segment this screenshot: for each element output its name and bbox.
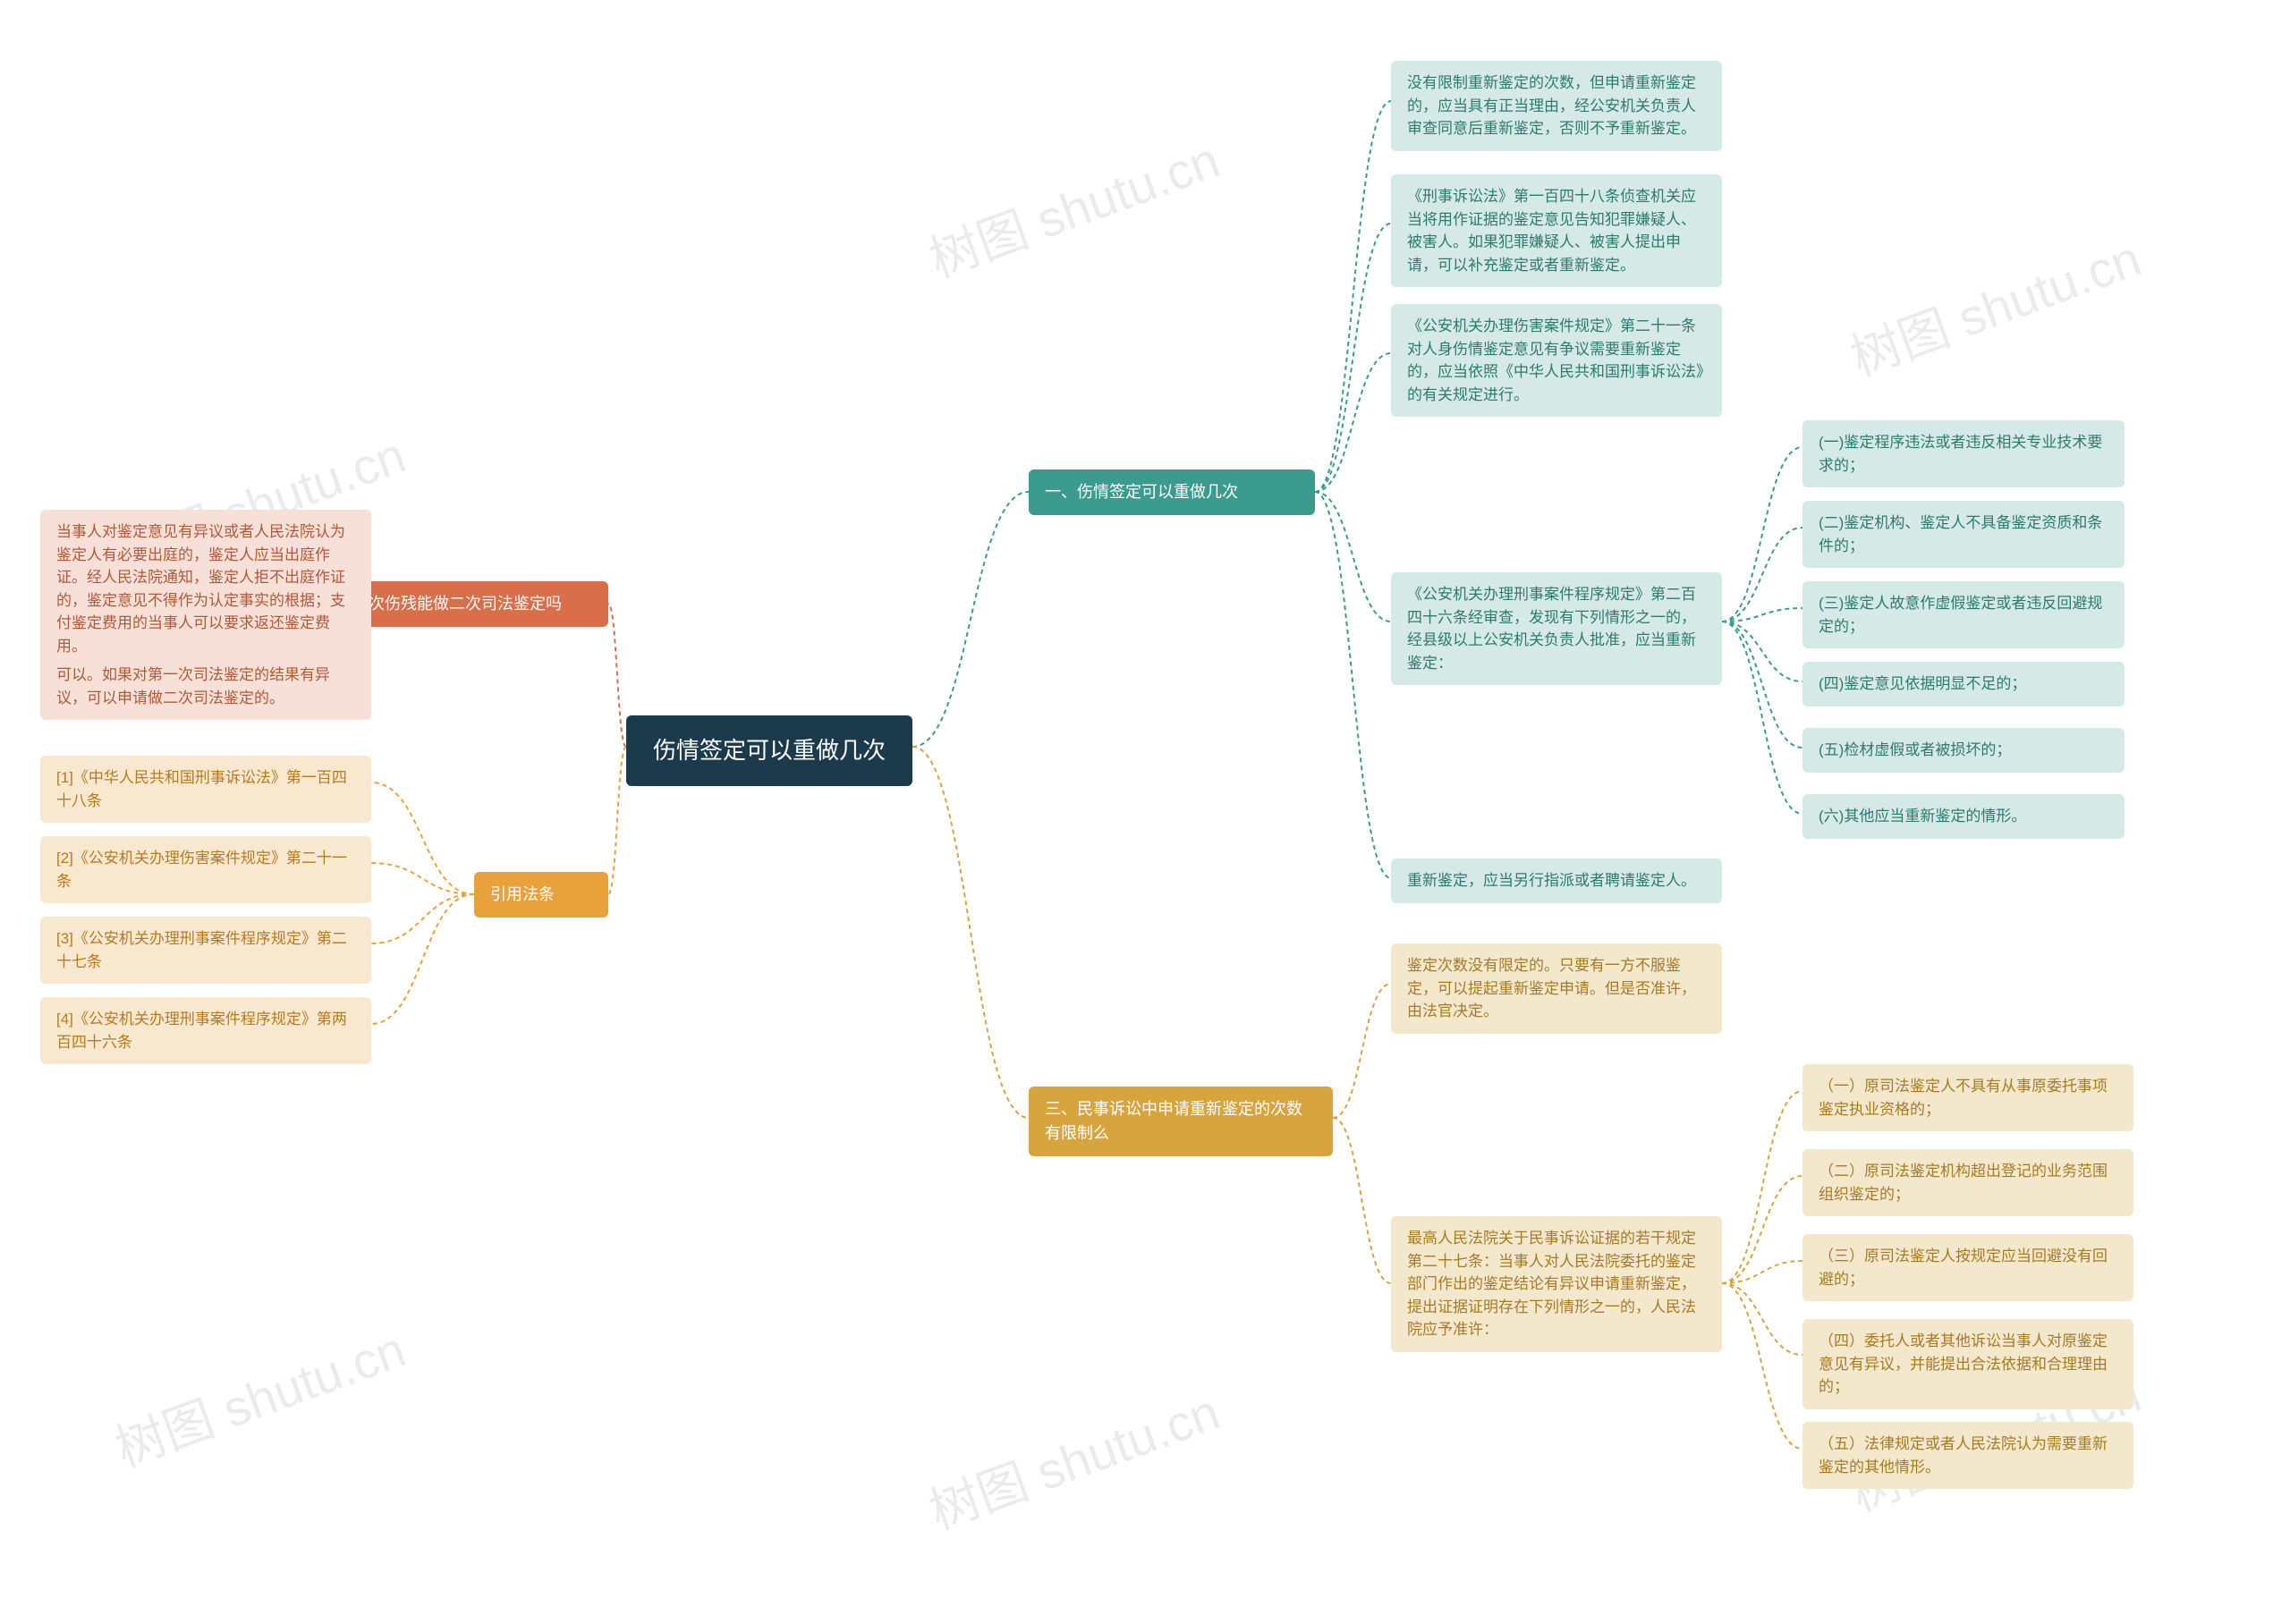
leaf-b3c2c: （三）原司法鉴定人按规定应当回避没有回避的；	[1802, 1234, 2133, 1301]
leaf-brc1: [1]《中华人民共和国刑事诉讼法》第一百四十八条	[40, 756, 371, 823]
watermark: 树图 shutu.cn	[918, 1372, 1228, 1544]
leaf-b1c3: 《公安机关办理伤害案件规定》第二十一条对人身伤情鉴定意见有争议需要重新鉴定的，应…	[1391, 304, 1722, 417]
leaf-b1c4d: (四)鉴定意见依据明显不足的；	[1802, 662, 2125, 706]
leaf-label: （一）原司法鉴定人不具有从事原委托事项鉴定执业资格的；	[1819, 1075, 2117, 1121]
leaf-b1c5: 重新鉴定，应当另行指派或者聘请鉴定人。	[1391, 859, 1722, 903]
leaf-b2c1: 当事人对鉴定意见有异议或者人民法院认为鉴定人有必要出庭的，鉴定人应当出庭作证。经…	[40, 510, 371, 668]
leaf-b3c2a: （一）原司法鉴定人不具有从事原委托事项鉴定执业资格的；	[1802, 1064, 2133, 1131]
leaf-brc3: [3]《公安机关办理刑事案件程序规定》第二十七条	[40, 917, 371, 984]
leaf-label: 可以。如果对第一次司法鉴定的结果有异议，可以申请做二次司法鉴定的。	[56, 664, 355, 709]
branch-b_three: 三、民事诉讼中申请重新鉴定的次数有限制么	[1029, 1087, 1333, 1156]
leaf-label: 没有限制重新鉴定的次数，但申请重新鉴定的，应当具有正当理由，经公安机关负责人审查…	[1407, 72, 1706, 140]
leaf-label: (三)鉴定人故意作虚假鉴定或者违反回避规定的；	[1819, 592, 2108, 638]
leaf-b1c4b: (二)鉴定机构、鉴定人不具备鉴定资质和条件的；	[1802, 501, 2125, 568]
leaf-label: （五）法律规定或者人民法院认为需要重新鉴定的其他情形。	[1819, 1433, 2117, 1478]
leaf-b1c4c: (三)鉴定人故意作虚假鉴定或者违反回避规定的；	[1802, 581, 2125, 648]
leaf-label: (六)其他应当重新鉴定的情形。	[1819, 805, 2026, 828]
branch-label: 引用法条	[490, 883, 555, 907]
leaf-label: （二）原司法鉴定机构超出登记的业务范围组织鉴定的；	[1819, 1160, 2117, 1205]
leaf-b1c4a: (一)鉴定程序违法或者违反相关专业技术要求的；	[1802, 420, 2125, 487]
leaf-b3c2b: （二）原司法鉴定机构超出登记的业务范围组织鉴定的；	[1802, 1149, 2133, 1216]
leaf-label: 《刑事诉讼法》第一百四十八条侦查机关应当将用作证据的鉴定意见告知犯罪嫌疑人、被害…	[1407, 185, 1706, 276]
watermark: 树图 shutu.cn	[1839, 218, 2150, 390]
leaf-label: 重新鉴定，应当另行指派或者聘请鉴定人。	[1407, 869, 1696, 892]
leaf-label: 鉴定次数没有限定的。只要有一方不服鉴定，可以提起重新鉴定申请。但是否准许，由法官…	[1407, 954, 1706, 1023]
leaf-brc2: [2]《公安机关办理伤害案件规定》第二十一条	[40, 836, 371, 903]
leaf-label: 当事人对鉴定意见有异议或者人民法院认为鉴定人有必要出庭的，鉴定人应当出庭作证。经…	[56, 520, 355, 657]
root-node: 伤情签定可以重做几次	[626, 715, 912, 786]
leaf-b1c2: 《刑事诉讼法》第一百四十八条侦查机关应当将用作证据的鉴定意见告知犯罪嫌疑人、被害…	[1391, 174, 1722, 287]
branch-label: 一、伤情签定可以重做几次	[1045, 480, 1238, 504]
leaf-b1c4e: (五)检材虚假或者被损坏的；	[1802, 728, 2125, 773]
leaf-label: 《公安机关办理伤害案件规定》第二十一条对人身伤情鉴定意见有争议需要重新鉴定的，应…	[1407, 315, 1706, 406]
leaf-b1c4f: (六)其他应当重新鉴定的情形。	[1802, 794, 2125, 839]
branch-b_one: 一、伤情签定可以重做几次	[1029, 469, 1315, 515]
leaf-label: (二)鉴定机构、鉴定人不具备鉴定资质和条件的；	[1819, 512, 2108, 557]
leaf-brc4: [4]《公安机关办理刑事案件程序规定》第两百四十六条	[40, 997, 371, 1064]
root-label: 伤情签定可以重做几次	[653, 733, 886, 768]
leaf-label: (五)检材虚假或者被损坏的；	[1819, 739, 2011, 762]
leaf-label: 《公安机关办理刑事案件程序规定》第二百四十六条经审查，发现有下列情形之一的，经县…	[1407, 583, 1706, 674]
leaf-label: [3]《公安机关办理刑事案件程序规定》第二十七条	[56, 927, 355, 973]
leaf-b3c2e: （五）法律规定或者人民法院认为需要重新鉴定的其他情形。	[1802, 1422, 2133, 1489]
watermark: 树图 shutu.cn	[104, 1309, 414, 1481]
leaf-b1c4: 《公安机关办理刑事案件程序规定》第二百四十六条经审查，发现有下列情形之一的，经县…	[1391, 572, 1722, 685]
leaf-b3c1: 鉴定次数没有限定的。只要有一方不服鉴定，可以提起重新鉴定申请。但是否准许，由法官…	[1391, 943, 1722, 1034]
leaf-label: （三）原司法鉴定人按规定应当回避没有回避的；	[1819, 1245, 2117, 1290]
branch-label: 三、民事诉讼中申请重新鉴定的次数有限制么	[1045, 1097, 1317, 1146]
leaf-label: [1]《中华人民共和国刑事诉讼法》第一百四十八条	[56, 766, 355, 812]
leaf-b1c1: 没有限制重新鉴定的次数，但申请重新鉴定的，应当具有正当理由，经公安机关负责人审查…	[1391, 61, 1722, 151]
leaf-label: [2]《公安机关办理伤害案件规定》第二十一条	[56, 847, 355, 892]
leaf-b3c2d: （四）委托人或者其他诉讼当事人对原鉴定意见有异议，并能提出合法依据和合理理由的；	[1802, 1319, 2133, 1409]
leaf-label: （四）委托人或者其他诉讼当事人对原鉴定意见有异议，并能提出合法依据和合理理由的；	[1819, 1330, 2117, 1399]
leaf-b3c2: 最高人民法院关于民事诉讼证据的若干规定第二十七条：当事人对人民法院委托的鉴定部门…	[1391, 1216, 1722, 1352]
leaf-label: (一)鉴定程序违法或者违反相关专业技术要求的；	[1819, 431, 2108, 477]
leaf-label: [4]《公安机关办理刑事案件程序规定》第两百四十六条	[56, 1008, 355, 1053]
watermark: 树图 shutu.cn	[918, 120, 1228, 292]
leaf-label: (四)鉴定意见依据明显不足的；	[1819, 672, 2026, 696]
leaf-b2c2: 可以。如果对第一次司法鉴定的结果有异议，可以申请做二次司法鉴定的。	[40, 653, 371, 720]
branch-b_ref: 引用法条	[474, 872, 608, 918]
leaf-label: 最高人民法院关于民事诉讼证据的若干规定第二十七条：当事人对人民法院委托的鉴定部门…	[1407, 1227, 1706, 1341]
